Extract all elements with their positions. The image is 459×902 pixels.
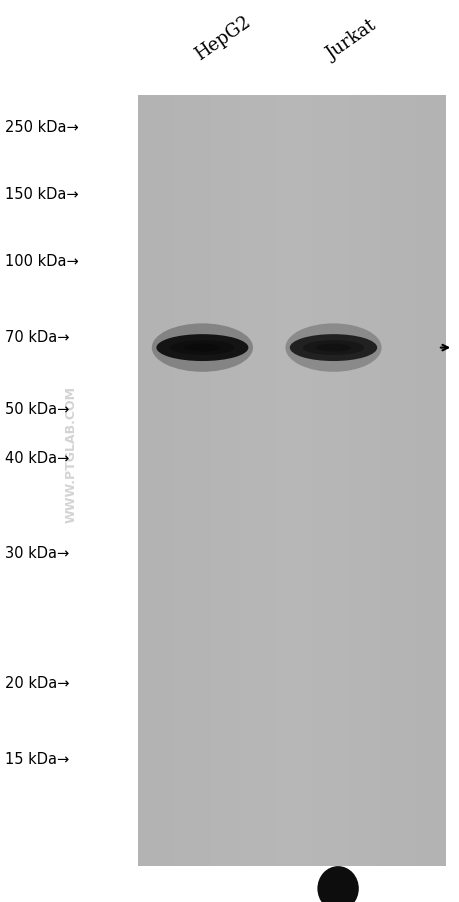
Bar: [158, 96, 163, 866]
Bar: [399, 96, 404, 866]
Bar: [379, 96, 384, 866]
Bar: [358, 96, 363, 866]
Bar: [374, 96, 379, 866]
Bar: [302, 96, 307, 866]
Bar: [174, 96, 179, 866]
Bar: [348, 96, 353, 866]
Bar: [307, 96, 312, 866]
Bar: [291, 96, 297, 866]
Text: 50 kDa→: 50 kDa→: [5, 401, 69, 417]
Text: HepG2: HepG2: [192, 14, 254, 64]
Bar: [297, 96, 302, 866]
Bar: [261, 96, 266, 866]
Bar: [435, 96, 440, 866]
Bar: [332, 96, 338, 866]
Bar: [225, 96, 230, 866]
Bar: [394, 96, 399, 866]
Bar: [204, 96, 209, 866]
Bar: [138, 96, 143, 866]
Bar: [163, 96, 168, 866]
Ellipse shape: [285, 324, 381, 373]
Ellipse shape: [151, 324, 252, 373]
Bar: [179, 96, 184, 866]
Bar: [276, 96, 281, 866]
Ellipse shape: [289, 335, 376, 362]
Bar: [414, 96, 420, 866]
Bar: [389, 96, 394, 866]
Text: 250 kDa→: 250 kDa→: [5, 119, 78, 134]
Ellipse shape: [156, 335, 248, 362]
Bar: [215, 96, 220, 866]
Bar: [148, 96, 153, 866]
Bar: [420, 96, 425, 866]
Bar: [317, 96, 322, 866]
Bar: [245, 96, 251, 866]
Bar: [271, 96, 276, 866]
Bar: [312, 96, 317, 866]
Bar: [153, 96, 158, 866]
Bar: [286, 96, 291, 866]
Text: WWW.PTGLAB.COM: WWW.PTGLAB.COM: [65, 385, 78, 522]
Bar: [189, 96, 194, 866]
Text: 30 kDa→: 30 kDa→: [5, 545, 69, 560]
Bar: [353, 96, 358, 866]
Bar: [235, 96, 240, 866]
Text: 15 kDa→: 15 kDa→: [5, 751, 69, 766]
Bar: [430, 96, 435, 866]
Bar: [209, 96, 215, 866]
Bar: [251, 96, 256, 866]
Bar: [240, 96, 245, 866]
Bar: [266, 96, 271, 866]
Bar: [281, 96, 286, 866]
Bar: [338, 96, 343, 866]
Text: 150 kDa→: 150 kDa→: [5, 187, 78, 201]
Ellipse shape: [317, 866, 358, 902]
Bar: [199, 96, 204, 866]
Bar: [194, 96, 199, 866]
Text: 40 kDa→: 40 kDa→: [5, 451, 69, 466]
Bar: [327, 96, 332, 866]
Ellipse shape: [170, 341, 234, 355]
Bar: [363, 96, 368, 866]
Bar: [143, 96, 148, 866]
Text: Jurkat: Jurkat: [323, 17, 379, 64]
Bar: [384, 96, 389, 866]
Bar: [168, 96, 174, 866]
Bar: [184, 96, 189, 866]
Bar: [343, 96, 348, 866]
Ellipse shape: [315, 345, 350, 353]
Ellipse shape: [302, 341, 364, 355]
Bar: [322, 96, 327, 866]
Text: 20 kDa→: 20 kDa→: [5, 675, 69, 690]
Bar: [404, 96, 409, 866]
Bar: [425, 96, 430, 866]
Text: 70 kDa→: 70 kDa→: [5, 330, 69, 345]
Bar: [256, 96, 261, 866]
Bar: [369, 96, 374, 866]
Bar: [230, 96, 235, 866]
Text: 100 kDa→: 100 kDa→: [5, 253, 78, 269]
Bar: [409, 96, 414, 866]
Bar: [440, 96, 445, 866]
Ellipse shape: [184, 345, 220, 353]
Bar: [220, 96, 225, 866]
